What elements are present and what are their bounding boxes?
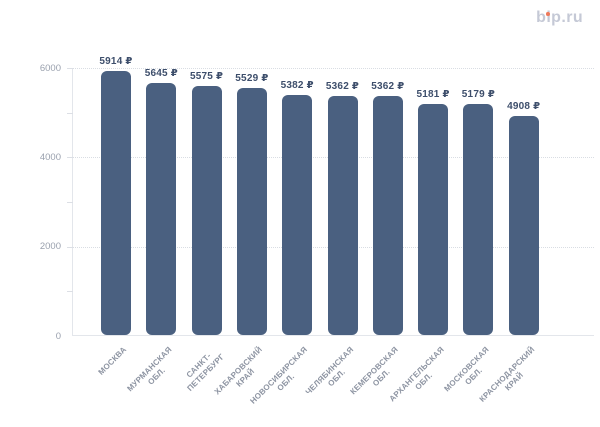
gridline-6000 [73, 68, 594, 69]
y-axis-label-4000: 4000 [39, 151, 61, 163]
bar-value-label: 5645 ₽ [144, 67, 178, 79]
y-axis-tick-6000 [67, 68, 73, 69]
bar-6[interactable] [327, 95, 358, 335]
logo-orange-dot [546, 12, 550, 16]
y-axis-label-2000: 2000 [39, 241, 61, 253]
y-axis-label-0: 0 [55, 330, 61, 342]
bar-3[interactable] [191, 86, 222, 335]
y-axis-tick-2000 [67, 246, 73, 248]
bar-value-label: 5362 ₽ [371, 80, 405, 92]
bar-9[interactable] [463, 103, 494, 335]
bar-value-label: 5914 ₽ [99, 55, 133, 67]
bar-10[interactable] [508, 115, 539, 335]
y-axis-tick-3000 [67, 202, 73, 203]
y-axis-tick-5000 [67, 112, 73, 114]
bar-value-label: 5529 ₽ [235, 73, 269, 85]
x-axis-label: МУРМАНСКАЯ ОБЛ. [125, 345, 174, 394]
bar-7[interactable] [372, 95, 403, 335]
bar-2[interactable] [146, 82, 177, 335]
bar-value-label: 5382 ₽ [280, 79, 314, 91]
y-axis-label-6000: 6000 [39, 62, 61, 74]
bip-logo: bip.ru [536, 9, 583, 27]
bar-value-label: 5179 ₽ [461, 88, 495, 100]
bar-value-label: 5575 ₽ [190, 70, 224, 82]
bar-value-label: 5181 ₽ [416, 88, 450, 100]
bar-value-label: 5362 ₽ [325, 80, 360, 92]
bar-1[interactable] [101, 70, 131, 335]
x-axis-label: МОСКВА [96, 345, 129, 377]
bar-4[interactable] [236, 88, 267, 335]
bip-logo-text: bip.ru [536, 9, 583, 26]
y-axis-tick-4000 [67, 157, 73, 159]
bar-5[interactable] [282, 94, 313, 335]
y-axis-tick-1000 [67, 291, 73, 293]
bar-value-label: 4908 ₽ [507, 100, 541, 112]
bar-8[interactable] [418, 103, 449, 335]
plot-area: 0 2000 4000 6000 5914 ₽ МОСКВА 5645 ₽ МУРМАНСКА… [40, 56, 594, 406]
